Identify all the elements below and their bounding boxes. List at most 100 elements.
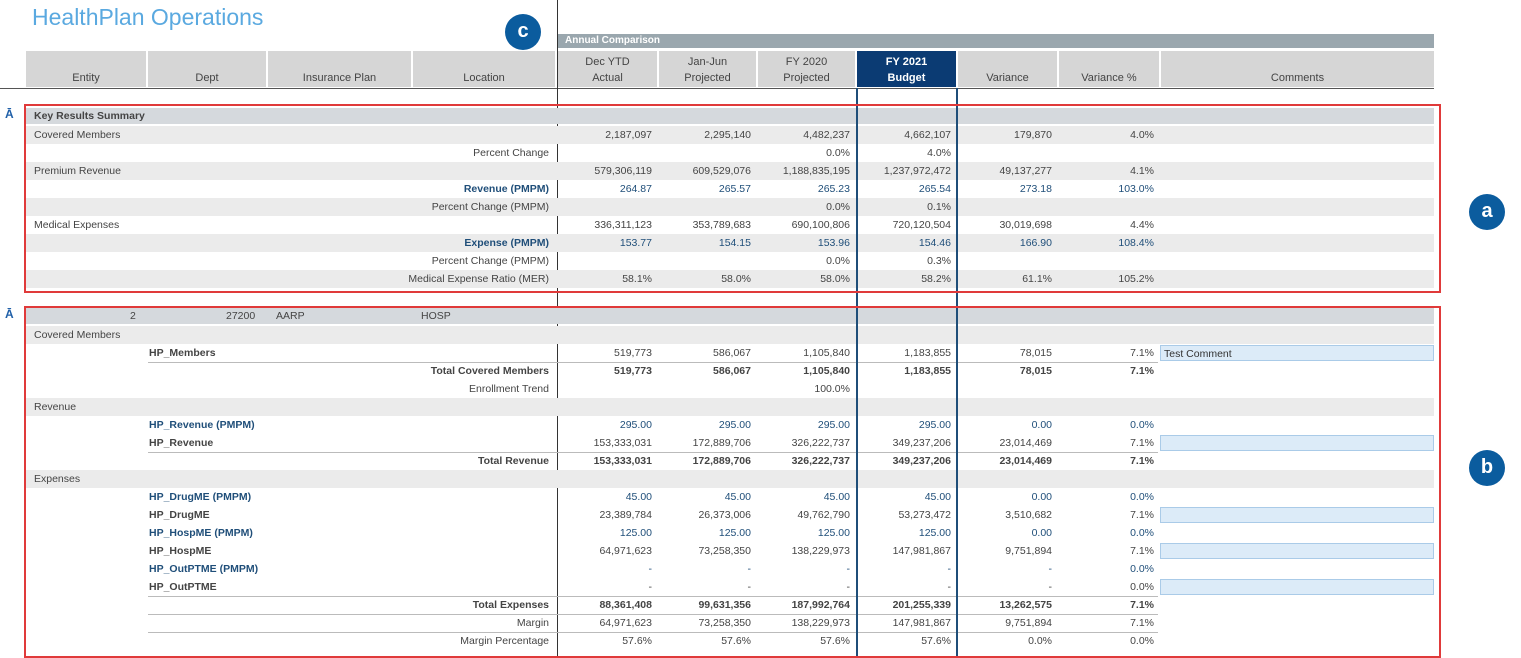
cell-value[interactable]: 78,015	[1019, 347, 1052, 359]
cell-value[interactable]: 609,529,076	[692, 165, 751, 177]
cell-value[interactable]: 265.54	[918, 183, 951, 195]
cell-value[interactable]: 61.1%	[1022, 273, 1052, 285]
cell-value[interactable]: 45.00	[924, 491, 951, 503]
cell-value[interactable]: 125.00	[918, 527, 951, 539]
cell-value[interactable]: 0.0%	[826, 147, 850, 159]
cell-value[interactable]: 4,482,237	[803, 129, 850, 141]
col-location[interactable]: Location	[413, 51, 555, 87]
cell-value[interactable]: 154.46	[918, 237, 951, 249]
cell-value[interactable]: 26,373,006	[698, 509, 751, 521]
cell-value[interactable]: 23,014,469	[999, 437, 1052, 449]
cell-value[interactable]: 295.00	[817, 419, 850, 431]
cell-value[interactable]: 172,889,706	[692, 437, 751, 449]
cell-value[interactable]: 201,255,339	[892, 599, 951, 611]
col-fy2020[interactable]: FY 2020 Projected	[758, 51, 855, 87]
cell-value[interactable]: 349,237,206	[892, 437, 951, 449]
cell-value[interactable]: 7.1%	[1130, 347, 1154, 359]
cell-value[interactable]: -	[1048, 563, 1053, 575]
cell-value[interactable]: 4.0%	[1130, 129, 1154, 141]
cell-value[interactable]: 0.1%	[927, 201, 951, 213]
cell-value[interactable]: 720,120,504	[892, 219, 951, 231]
cell-value[interactable]: 23,389,784	[599, 509, 652, 521]
cell-value[interactable]: 153,333,031	[593, 437, 652, 449]
cell-value[interactable]: 166.90	[1019, 237, 1052, 249]
cell-value[interactable]: 273.18	[1019, 183, 1052, 195]
cell-value[interactable]: 3,510,682	[1005, 509, 1052, 521]
cell-value[interactable]: 0.00	[1031, 527, 1052, 539]
col-variance[interactable]: Variance	[958, 51, 1057, 87]
col-jan-jun[interactable]: Jan-Jun Projected	[659, 51, 756, 87]
comment-input[interactable]	[1160, 543, 1434, 559]
cell-value[interactable]: 353,789,683	[692, 219, 751, 231]
cell-value[interactable]: 13,262,575	[999, 599, 1052, 611]
cell-value[interactable]: -	[947, 581, 952, 593]
cell-value[interactable]: 58.2%	[921, 273, 951, 285]
cell-value[interactable]: 57.6%	[820, 635, 850, 647]
cell-value[interactable]: 57.6%	[721, 635, 751, 647]
cell-value[interactable]: 172,889,706	[692, 455, 751, 467]
cell-value[interactable]: 519,773	[614, 365, 652, 377]
cell-value[interactable]: -	[747, 581, 752, 593]
cell-value[interactable]: 45.00	[625, 491, 652, 503]
cell-value[interactable]: 7.1%	[1130, 455, 1154, 467]
cell-value[interactable]: 49,137,277	[999, 165, 1052, 177]
comment-input[interactable]	[1160, 435, 1434, 451]
cell-value[interactable]: 30,019,698	[999, 219, 1052, 231]
cell-value[interactable]: 0.00	[1031, 491, 1052, 503]
cell-value[interactable]: 295.00	[918, 419, 951, 431]
cell-value[interactable]: 73,258,350	[698, 617, 751, 629]
cell-value[interactable]: 73,258,350	[698, 545, 751, 557]
comment-input[interactable]	[1160, 507, 1434, 523]
cell-value[interactable]: 7.1%	[1130, 437, 1154, 449]
cell-value[interactable]: 295.00	[619, 419, 652, 431]
cell-value[interactable]: 153,333,031	[593, 455, 652, 467]
cell-value[interactable]: 586,067	[713, 365, 751, 377]
cell-value[interactable]: 58.0%	[820, 273, 850, 285]
cell-value[interactable]: 187,992,764	[791, 599, 850, 611]
cell-value[interactable]: 57.6%	[921, 635, 951, 647]
cell-value[interactable]: 153.77	[619, 237, 652, 249]
cell-value[interactable]: 0.0%	[1130, 491, 1154, 503]
cell-value[interactable]: 23,014,469	[999, 455, 1052, 467]
cell-value[interactable]: 0.0%	[826, 255, 850, 267]
cell-value[interactable]: 154.15	[718, 237, 751, 249]
cell-value[interactable]: 7.1%	[1130, 509, 1154, 521]
cell-value[interactable]: 45.00	[823, 491, 850, 503]
comment-input[interactable]: Test Comment	[1160, 345, 1434, 361]
cell-value[interactable]: 7.1%	[1130, 365, 1154, 377]
cell-value[interactable]: 9,751,894	[1005, 617, 1052, 629]
cell-value[interactable]: 4,662,107	[904, 129, 951, 141]
cell-value[interactable]: 1,183,855	[904, 365, 951, 377]
pin-icon[interactable]: Ā	[5, 307, 14, 321]
cell-value[interactable]: 0.0%	[826, 201, 850, 213]
cell-value[interactable]: 58.0%	[721, 273, 751, 285]
cell-value[interactable]: 690,100,806	[791, 219, 850, 231]
cell-value[interactable]: 295.00	[718, 419, 751, 431]
cell-value[interactable]: 7.1%	[1130, 545, 1154, 557]
cell-value[interactable]: 138,229,973	[791, 617, 850, 629]
cell-value[interactable]: 4.1%	[1130, 165, 1154, 177]
cell-value[interactable]: -	[747, 563, 752, 575]
cell-value[interactable]: 0.0%	[1130, 419, 1154, 431]
cell-value[interactable]: -	[846, 563, 851, 575]
cell-value[interactable]: 265.23	[817, 183, 850, 195]
col-dept[interactable]: Dept	[148, 51, 266, 87]
cell-value[interactable]: 1,183,855	[904, 347, 951, 359]
cell-value[interactable]: 2,295,140	[704, 129, 751, 141]
cell-value[interactable]: 125.00	[619, 527, 652, 539]
cell-value[interactable]: 57.6%	[622, 635, 652, 647]
cell-value[interactable]: 2,187,097	[605, 129, 652, 141]
cell-value[interactable]: 0.0%	[1130, 527, 1154, 539]
cell-value[interactable]: 4.4%	[1130, 219, 1154, 231]
cell-value[interactable]: 147,981,867	[892, 617, 951, 629]
col-variance-pct[interactable]: Variance %	[1059, 51, 1159, 87]
cell-value[interactable]: 1,188,835,195	[782, 165, 850, 177]
cell-value[interactable]: 336,311,123	[594, 219, 652, 231]
cell-value[interactable]: 519,773	[614, 347, 652, 359]
cell-value[interactable]: 147,981,867	[892, 545, 951, 557]
cell-value[interactable]: 1,105,840	[803, 365, 850, 377]
cell-value[interactable]: -	[648, 581, 653, 593]
cell-value[interactable]: 4.0%	[927, 147, 951, 159]
cell-value[interactable]: 326,222,737	[791, 455, 850, 467]
cell-value[interactable]: 100.0%	[814, 383, 850, 395]
